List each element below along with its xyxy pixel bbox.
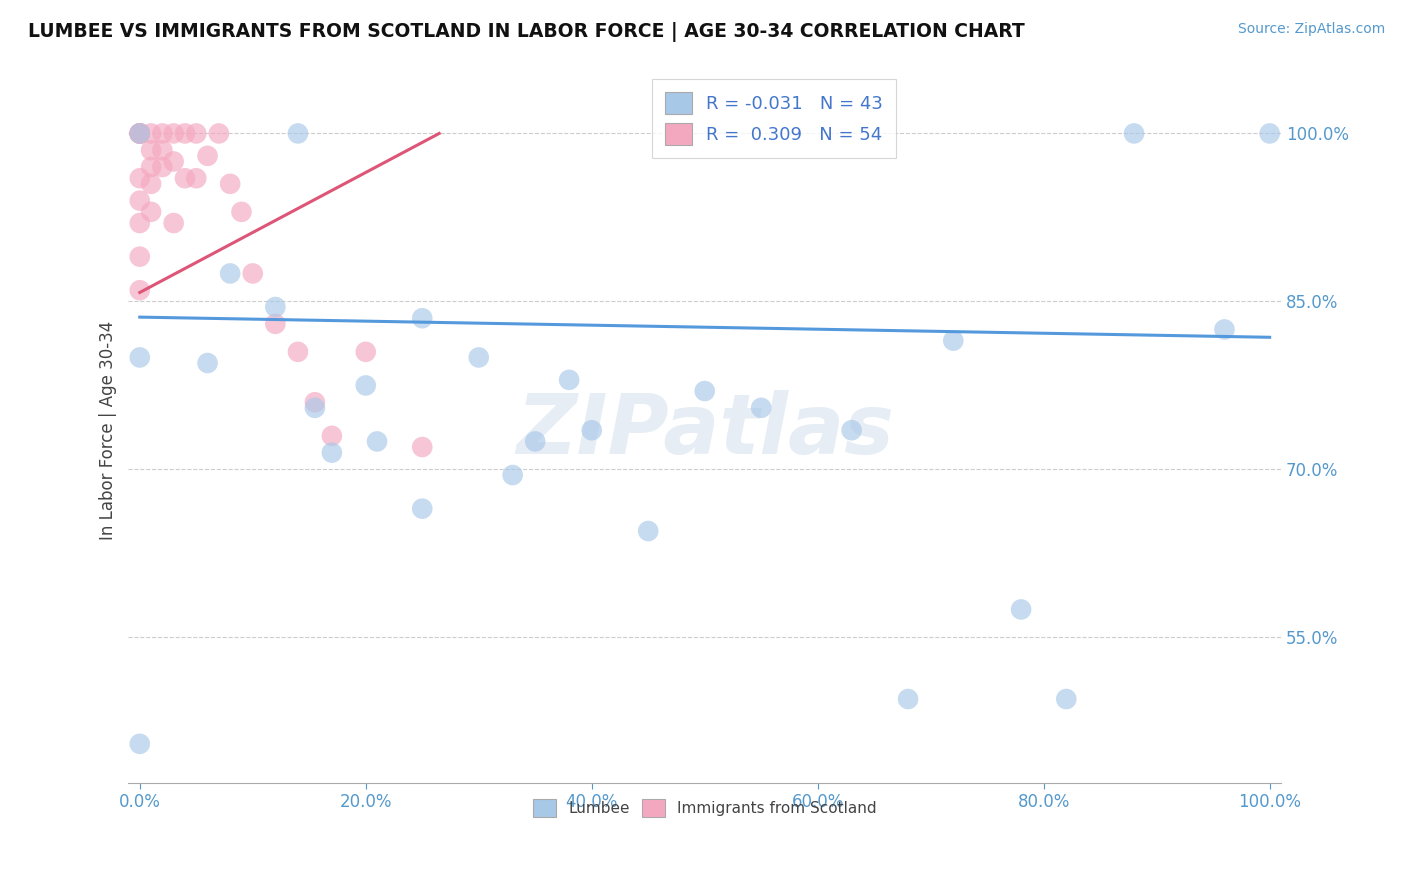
Point xyxy=(581,423,603,437)
Point xyxy=(264,317,287,331)
Text: LUMBEE VS IMMIGRANTS FROM SCOTLAND IN LABOR FORCE | AGE 30-34 CORRELATION CHART: LUMBEE VS IMMIGRANTS FROM SCOTLAND IN LA… xyxy=(28,22,1025,42)
Point xyxy=(150,143,173,157)
Point xyxy=(749,401,772,415)
Point xyxy=(242,267,264,281)
Point xyxy=(139,143,162,157)
Point xyxy=(411,501,433,516)
Point xyxy=(128,127,150,141)
Point xyxy=(128,127,150,141)
Point xyxy=(208,127,231,141)
Text: ZIPatlas: ZIPatlas xyxy=(516,390,894,471)
Point xyxy=(219,267,242,281)
Point xyxy=(354,344,377,359)
Point xyxy=(321,445,343,459)
Point xyxy=(524,434,547,449)
Point xyxy=(897,692,920,706)
Point xyxy=(150,160,173,174)
Point xyxy=(287,127,309,141)
Point xyxy=(321,429,343,443)
Point xyxy=(163,154,186,169)
Point xyxy=(128,351,150,365)
Point xyxy=(304,401,326,415)
Point xyxy=(128,283,150,297)
Point xyxy=(128,127,150,141)
Point xyxy=(128,127,150,141)
Point xyxy=(197,149,219,163)
Point xyxy=(174,127,197,141)
Point xyxy=(150,127,173,141)
Y-axis label: In Labor Force | Age 30-34: In Labor Force | Age 30-34 xyxy=(100,320,117,540)
Point xyxy=(841,423,863,437)
Point xyxy=(942,334,965,348)
Point xyxy=(139,160,162,174)
Point xyxy=(128,127,150,141)
Point xyxy=(1213,322,1236,336)
Point xyxy=(163,127,186,141)
Point xyxy=(128,127,150,141)
Point xyxy=(411,440,433,454)
Point xyxy=(558,373,581,387)
Point xyxy=(354,378,377,392)
Point xyxy=(197,356,219,370)
Point xyxy=(693,384,716,398)
Point xyxy=(502,468,524,483)
Point xyxy=(186,171,208,186)
Point xyxy=(467,351,489,365)
Point xyxy=(366,434,388,449)
Legend: Lumbee, Immigrants from Scotland: Lumbee, Immigrants from Scotland xyxy=(526,791,884,825)
Point xyxy=(128,127,150,141)
Text: Source: ZipAtlas.com: Source: ZipAtlas.com xyxy=(1237,22,1385,37)
Point xyxy=(304,395,326,409)
Point xyxy=(139,177,162,191)
Point xyxy=(264,300,287,314)
Point xyxy=(163,216,186,230)
Point xyxy=(1010,602,1032,616)
Point xyxy=(139,204,162,219)
Point xyxy=(219,177,242,191)
Point xyxy=(1258,127,1281,141)
Point xyxy=(139,127,162,141)
Point xyxy=(128,250,150,264)
Point xyxy=(1054,692,1077,706)
Point xyxy=(128,194,150,208)
Point xyxy=(231,204,253,219)
Point xyxy=(411,311,433,326)
Point xyxy=(186,127,208,141)
Point xyxy=(128,737,150,751)
Point xyxy=(287,344,309,359)
Point xyxy=(128,171,150,186)
Point xyxy=(637,524,659,538)
Point xyxy=(1123,127,1146,141)
Point xyxy=(128,216,150,230)
Point xyxy=(174,171,197,186)
